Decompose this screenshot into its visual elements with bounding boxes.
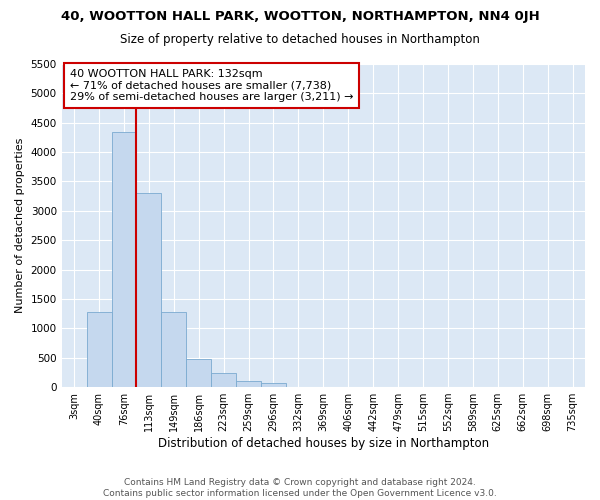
Bar xyxy=(211,373,236,387)
Text: Size of property relative to detached houses in Northampton: Size of property relative to detached ho… xyxy=(120,32,480,46)
Bar xyxy=(261,382,286,387)
Text: 40 WOOTTON HALL PARK: 132sqm
← 71% of detached houses are smaller (7,738)
29% of: 40 WOOTTON HALL PARK: 132sqm ← 71% of de… xyxy=(70,69,353,102)
X-axis label: Distribution of detached houses by size in Northampton: Distribution of detached houses by size … xyxy=(158,437,489,450)
Y-axis label: Number of detached properties: Number of detached properties xyxy=(15,138,25,313)
Text: Contains HM Land Registry data © Crown copyright and database right 2024.
Contai: Contains HM Land Registry data © Crown c… xyxy=(103,478,497,498)
Bar xyxy=(236,381,261,387)
Bar xyxy=(161,312,186,387)
Bar xyxy=(186,359,211,387)
Text: 40, WOOTTON HALL PARK, WOOTTON, NORTHAMPTON, NN4 0JH: 40, WOOTTON HALL PARK, WOOTTON, NORTHAMP… xyxy=(61,10,539,23)
Bar xyxy=(136,193,161,387)
Bar xyxy=(86,312,112,387)
Bar xyxy=(112,132,136,387)
